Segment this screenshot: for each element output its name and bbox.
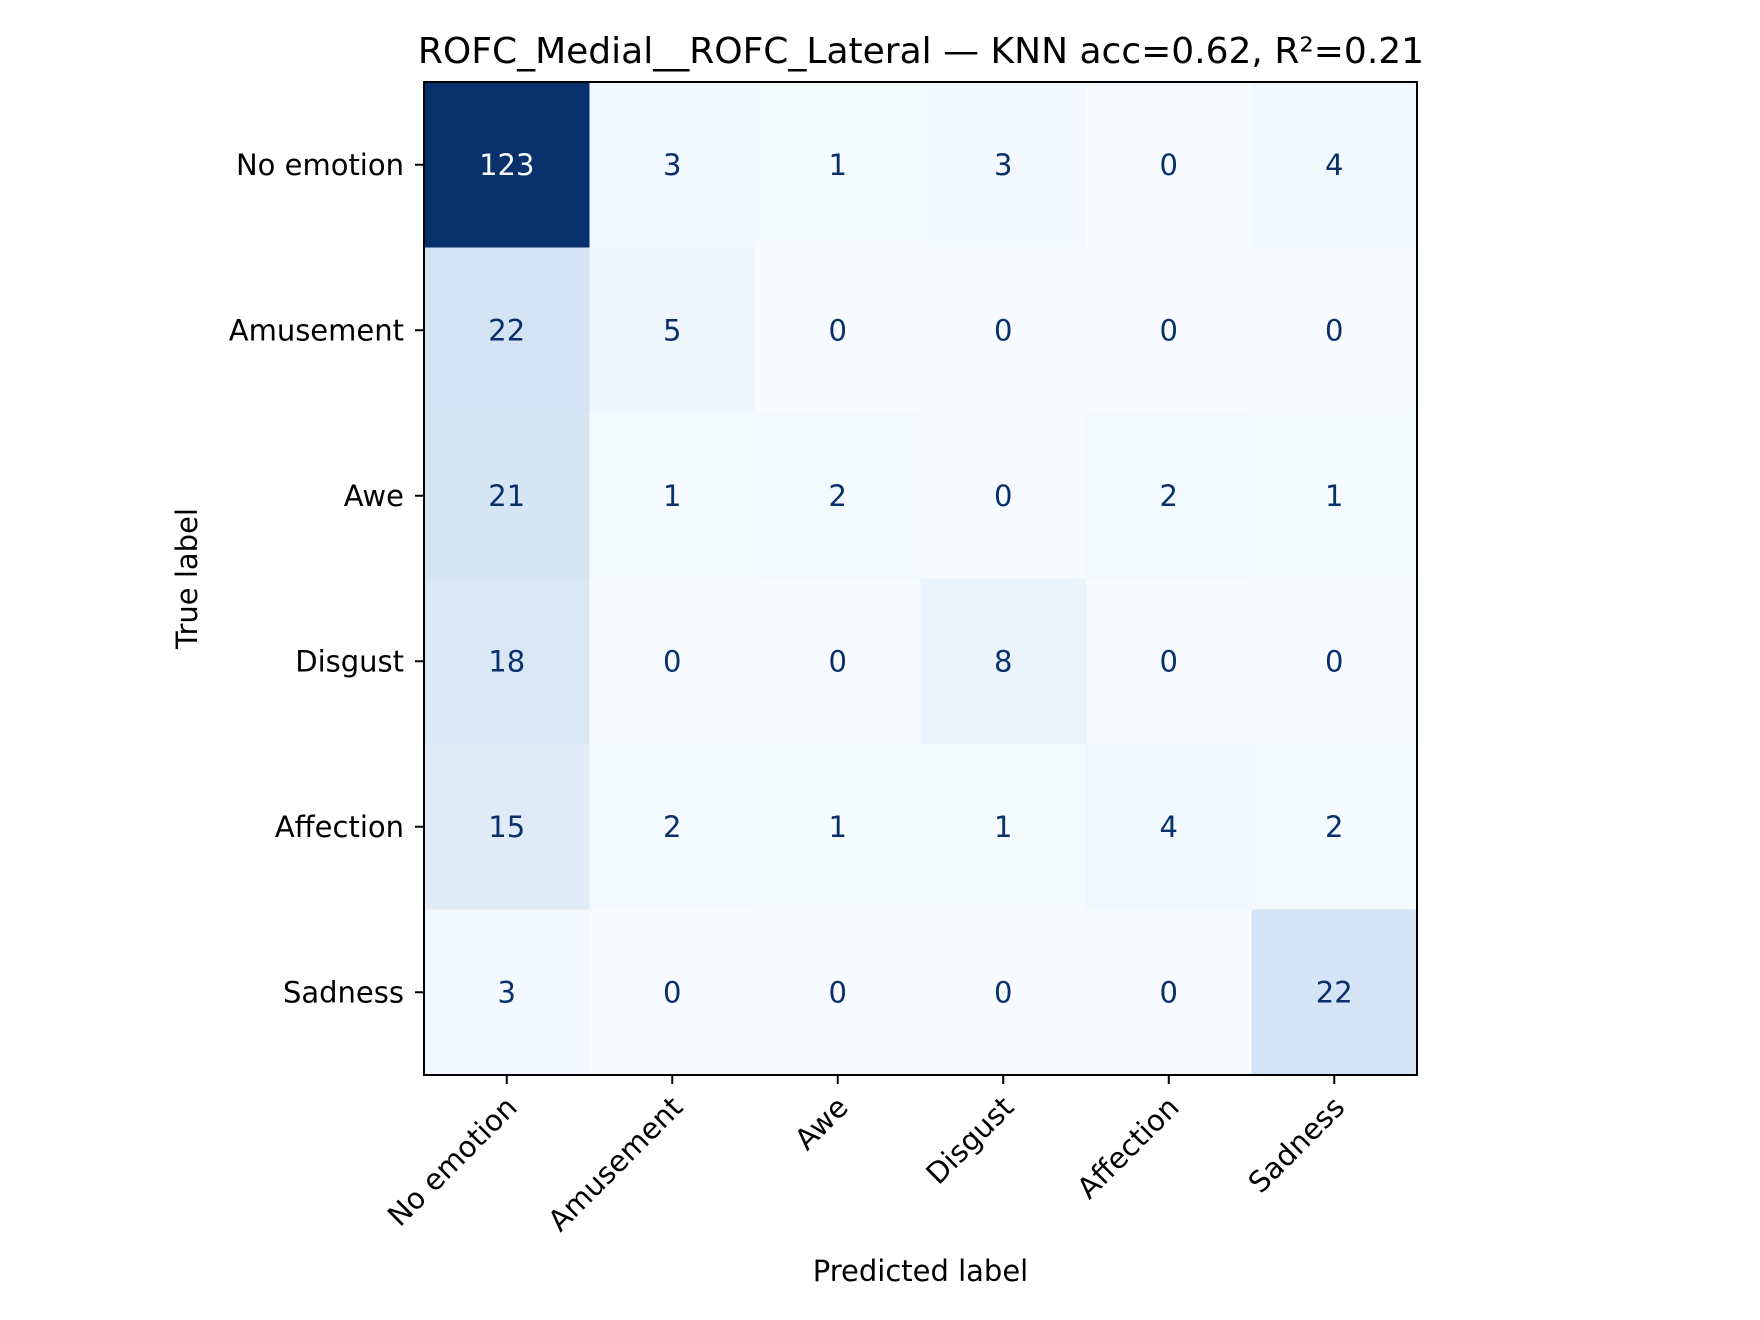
cell-value-amusement-amusement: 5 (663, 313, 681, 347)
plot-frame (423, 81, 1418, 1076)
x-tick-label-sadness: Sadness (1242, 1090, 1352, 1200)
cell-value-affection-affection: 4 (1160, 810, 1178, 844)
heatmap-cell-awe-sadness (1251, 413, 1418, 579)
heatmap-cell-awe-disgust (920, 413, 1087, 579)
y-axis-ticks: No emotion Amusement Awe Disgust Affection Sa… (229, 148, 424, 1009)
cell-value-sadness-awe: 0 (829, 975, 847, 1009)
heatmap-cell-affection-affection (1086, 744, 1252, 910)
cell-value-awe-disgust: 0 (994, 479, 1012, 513)
heatmap-cell-sadness-affection (1086, 909, 1252, 1076)
cell-value-amusement-affection: 0 (1160, 313, 1178, 347)
heatmap-cell-disgust-amusement (589, 578, 756, 745)
heatmap-cell-amusement-awe (755, 247, 921, 414)
x-axis-label: Predicted label (813, 1254, 1029, 1288)
cell-value-sadness-no-emotion: 3 (498, 975, 516, 1009)
x-tick-label-disgust: Disgust (919, 1090, 1020, 1191)
heatmap-cell-amusement-amusement (589, 247, 756, 414)
y-tick-label-disgust: Disgust (295, 644, 404, 678)
cell-value-amusement-no-emotion: 22 (488, 313, 525, 347)
heatmap-cell-no-emotion-amusement (589, 82, 756, 248)
cell-value-no-emotion-sadness: 4 (1325, 148, 1343, 182)
cell-value-sadness-affection: 0 (1160, 975, 1178, 1009)
cell-value-disgust-amusement: 0 (663, 644, 681, 678)
heatmap-cell-sadness-disgust (920, 909, 1087, 1076)
cell-value-amusement-sadness: 0 (1325, 313, 1343, 347)
cell-value-no-emotion-amusement: 3 (663, 148, 681, 182)
heatmap-cells (424, 82, 1418, 1076)
cell-value-no-emotion-disgust: 3 (994, 148, 1012, 182)
cell-value-disgust-affection: 0 (1160, 644, 1178, 678)
x-axis-ticks: No emotion Amusement Awe Disgust Affection Sa… (381, 1075, 1351, 1238)
x-tick-label-amusement: Amusement (541, 1090, 689, 1238)
cell-value-no-emotion-awe: 1 (829, 148, 847, 182)
heatmap-cell-disgust-affection (1086, 578, 1252, 745)
heatmap-cell-affection-sadness (1251, 744, 1418, 910)
y-axis-label: True label (170, 508, 204, 650)
heatmap-cell-sadness-no-emotion (424, 909, 590, 1076)
cell-value-affection-disgust: 1 (994, 810, 1012, 844)
heatmap-cell-affection-amusement (589, 744, 756, 910)
cell-value-awe-amusement: 1 (663, 479, 681, 513)
x-tick-label-affection: Affection (1070, 1090, 1185, 1205)
heatmap-cell-disgust-awe (755, 578, 921, 745)
chart-title: ROFC_Medial__ROFC_Lateral — KNN acc=0.62… (418, 31, 1424, 72)
cell-value-awe-affection: 2 (1160, 479, 1178, 513)
heatmap-cell-no-emotion-no-emotion (424, 82, 590, 248)
heatmap-cell-no-emotion-sadness (1251, 82, 1418, 248)
cell-value-disgust-disgust: 8 (994, 644, 1012, 678)
x-tick-label-no-emotion: No emotion (381, 1090, 524, 1233)
y-tick-label-sadness: Sadness (283, 975, 404, 1009)
heatmap-cell-awe-awe (755, 413, 921, 579)
y-tick-label-awe: Awe (344, 479, 404, 513)
cell-value-sadness-sadness: 22 (1316, 975, 1353, 1009)
y-tick-label-amusement: Amusement (229, 313, 404, 347)
cell-value-disgust-awe: 0 (829, 644, 847, 678)
heatmap-cell-amusement-no-emotion (424, 247, 590, 414)
heatmap-cell-no-emotion-awe (755, 82, 921, 248)
heatmap-cell-sadness-amusement (589, 909, 756, 1076)
y-tick-label-no-emotion: No emotion (236, 148, 404, 182)
cell-value-awe-awe: 2 (829, 479, 847, 513)
heatmap-cell-awe-no-emotion (424, 413, 590, 579)
cell-value-affection-no-emotion: 15 (488, 810, 525, 844)
heatmap-cell-affection-no-emotion (424, 744, 590, 910)
heatmap-cell-no-emotion-disgust (920, 82, 1087, 248)
heatmap-cell-disgust-disgust (920, 578, 1087, 745)
heatmap-cell-affection-disgust (920, 744, 1087, 910)
cell-value-affection-sadness: 2 (1325, 810, 1343, 844)
cell-value-disgust-sadness: 0 (1325, 644, 1343, 678)
cell-value-awe-no-emotion: 21 (488, 479, 525, 513)
cell-value-sadness-amusement: 0 (663, 975, 681, 1009)
cell-value-sadness-disgust: 0 (994, 975, 1012, 1009)
cell-value-no-emotion-no-emotion: 123 (479, 148, 534, 182)
heatmap-cell-amusement-affection (1086, 247, 1252, 414)
cell-value-no-emotion-affection: 0 (1160, 148, 1178, 182)
cell-value-affection-amusement: 2 (663, 810, 681, 844)
heatmap-cell-affection-awe (755, 744, 921, 910)
heatmap-cell-amusement-disgust (920, 247, 1087, 414)
heatmap-cell-disgust-no-emotion (424, 578, 590, 745)
cell-value-awe-sadness: 1 (1325, 479, 1343, 513)
y-tick-label-affection: Affection (275, 810, 404, 844)
x-tick-label-awe: Awe (788, 1090, 855, 1157)
heatmap-cell-sadness-sadness (1251, 909, 1418, 1076)
heatmap-cell-awe-affection (1086, 413, 1252, 579)
heatmap-cell-awe-amusement (589, 413, 756, 579)
cell-value-affection-awe: 1 (829, 810, 847, 844)
cell-value-amusement-awe: 0 (829, 313, 847, 347)
heatmap-cell-amusement-sadness (1251, 247, 1418, 414)
heatmap-cell-sadness-awe (755, 909, 921, 1076)
heatmap-cell-no-emotion-affection (1086, 82, 1252, 248)
cell-value-disgust-no-emotion: 18 (488, 644, 525, 678)
heatmap-cell-disgust-sadness (1251, 578, 1418, 745)
cell-value-amusement-disgust: 0 (994, 313, 1012, 347)
heatmap-cell-labels: 123 3 1 3 0 422 5 0 0 0 021 1 2 0 2 118 0 0 8 0 015 2 1 1 4 23 0 0 0… (479, 148, 1353, 1010)
